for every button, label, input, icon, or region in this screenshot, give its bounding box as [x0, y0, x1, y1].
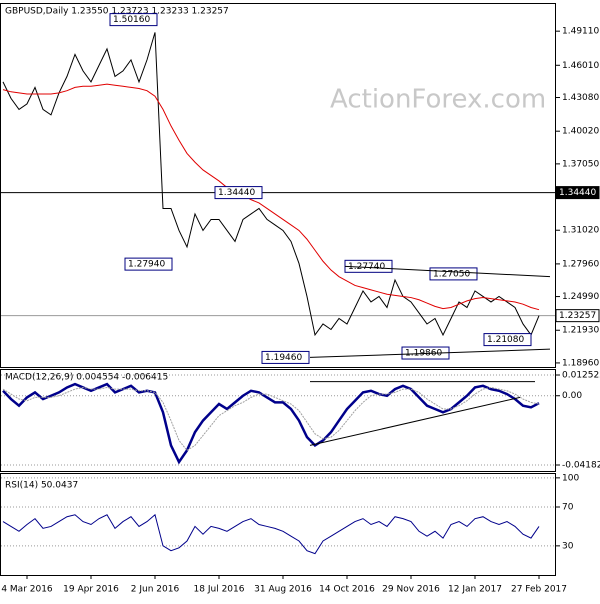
- rsi-frame: [0, 473, 556, 576]
- y-tick-label: 1.31020: [562, 226, 599, 236]
- series-line: [2, 386, 540, 452]
- annotation-label: 1.19460: [265, 353, 302, 363]
- series-line: [2, 513, 540, 555]
- y-tick-label: 1.21930: [562, 326, 599, 336]
- x-tick-label: 12 Jan 2017: [448, 585, 502, 595]
- y-tick-label: 1.18960: [562, 358, 599, 368]
- series-line: [2, 32, 540, 337]
- level-label: 1.34440: [559, 188, 596, 198]
- x-tick-label: 14 Oct 2016: [319, 585, 375, 595]
- annotation-label: 1.27050: [433, 269, 470, 279]
- annotation-box: [124, 257, 173, 271]
- y-tick-label: 30: [562, 541, 574, 551]
- y-tick-label: 1.40020: [562, 127, 599, 137]
- trend-line: [344, 265, 551, 278]
- x-tick-label: 27 Feb 2017: [511, 585, 567, 595]
- y-tick-label: 0.00: [562, 391, 582, 401]
- annotation-label: 1.27740: [348, 262, 385, 272]
- y-tick-label: 0.012522: [562, 371, 600, 381]
- level-label: 1.23257: [559, 311, 596, 321]
- y-tick-label: 1.24990: [562, 292, 599, 302]
- annotation-box: [483, 333, 532, 347]
- level-box: [555, 309, 600, 323]
- series-line: [2, 83, 540, 311]
- annotation-box: [261, 350, 310, 364]
- annotation-box: [214, 186, 263, 200]
- x-tick-label: 18 Jul 2016: [194, 585, 245, 595]
- y-tick-label: 1.37050: [562, 159, 599, 169]
- x-tick-label: 2 Jun 2016: [131, 585, 180, 595]
- price-frame: [0, 3, 556, 368]
- annotation-label: 1.34440: [218, 188, 255, 198]
- rsi-title: RSI(14) 50.0437: [5, 481, 78, 491]
- y-tick-label: -0.041823: [562, 461, 600, 471]
- annotation-label: 1.21080: [487, 335, 524, 345]
- y-tick-label: 1.27960: [562, 259, 599, 269]
- watermark: ActionForex.com: [330, 85, 546, 115]
- x-tick-label: 19 Apr 2016: [63, 585, 119, 595]
- x-tick-label: 4 Mar 2016: [1, 585, 53, 595]
- y-tick-label: 1.46010: [562, 61, 599, 71]
- trend-line: [309, 396, 521, 446]
- trend-line: [309, 348, 551, 358]
- annotation-label: 1.50160: [113, 15, 150, 25]
- level-box: [555, 186, 600, 200]
- series-line: [2, 382, 540, 465]
- macd-title: MACD(12,26,9) 0.004554 -0.006415: [5, 373, 168, 383]
- y-tick-label: 100: [562, 473, 579, 483]
- x-tick-label: 31 Aug 2016: [254, 585, 312, 595]
- annotation-box: [109, 13, 158, 27]
- y-tick-label: 1.43080: [562, 93, 599, 103]
- y-tick-label: 70: [562, 503, 574, 513]
- annotation-label: 1.27940: [128, 260, 165, 270]
- macd-frame: [0, 369, 556, 472]
- y-tick-label: 1.49110: [562, 27, 599, 37]
- chart-title: GBPUSD,Daily 1.23550 1.23723 1.23233 1.2…: [5, 7, 229, 17]
- x-tick-label: 29 Nov 2016: [382, 585, 440, 595]
